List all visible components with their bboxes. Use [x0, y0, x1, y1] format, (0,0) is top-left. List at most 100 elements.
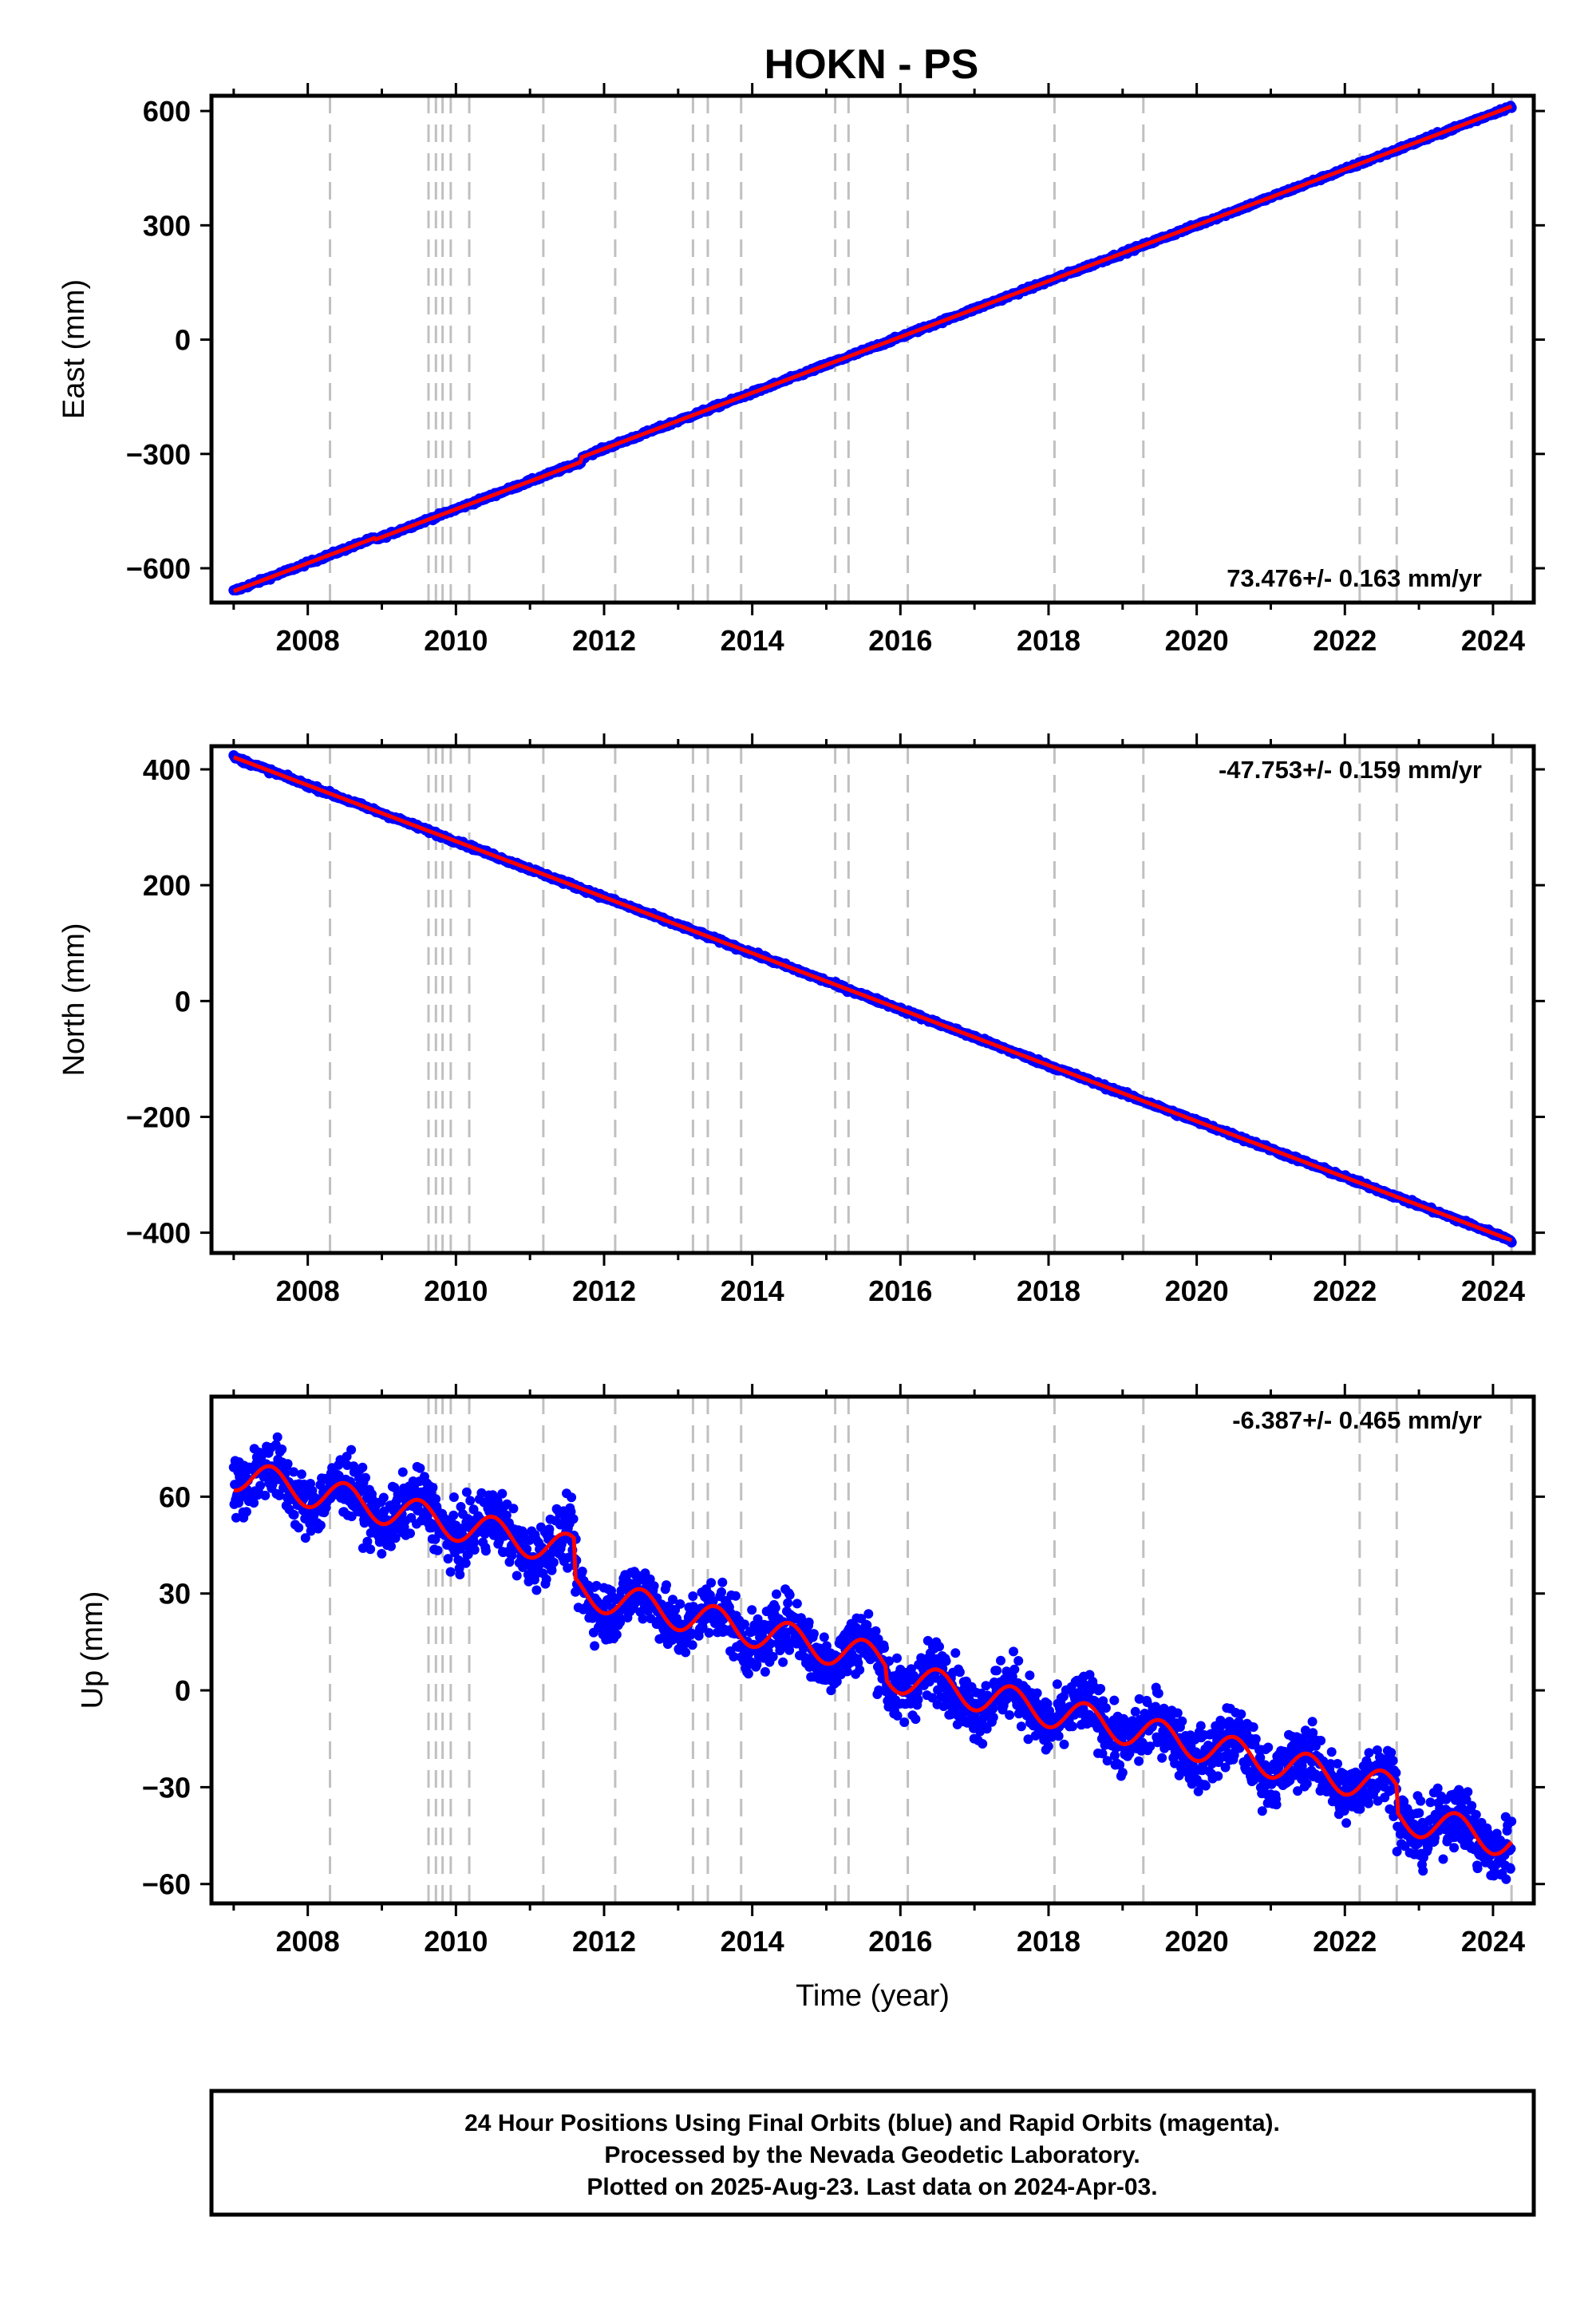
- data-point: [300, 1533, 310, 1543]
- data-point: [508, 1504, 519, 1514]
- velocity-label: -47.753+/- 0.159 mm/yr: [1219, 756, 1482, 784]
- data-point: [1109, 1695, 1120, 1705]
- data-point: [362, 1536, 373, 1547]
- data-point: [1100, 1703, 1111, 1713]
- data-point: [231, 1512, 241, 1523]
- data-point: [1213, 1771, 1223, 1781]
- x-tick-label: 2012: [572, 1275, 636, 1307]
- data-point: [1052, 1679, 1062, 1690]
- data-point: [1009, 1646, 1018, 1657]
- data-point: [1153, 1688, 1163, 1698]
- y-tick-label: −200: [126, 1101, 191, 1133]
- data-point: [249, 1498, 259, 1508]
- x-tick-label: 2022: [1313, 624, 1377, 657]
- data-point: [1195, 1721, 1206, 1731]
- data-point: [752, 1659, 762, 1670]
- data-point: [911, 1714, 921, 1725]
- x-tick-label: 2008: [276, 624, 340, 657]
- data-point: [778, 1657, 788, 1667]
- data-point: [772, 1589, 781, 1599]
- y-axis-label: North (mm): [57, 923, 91, 1076]
- data-point: [379, 1506, 389, 1516]
- data-point: [687, 1640, 697, 1650]
- data-point: [675, 1599, 685, 1609]
- y-tick-label: 400: [143, 753, 191, 786]
- data-point: [465, 1496, 476, 1506]
- data-point: [1009, 1664, 1020, 1674]
- x-tick-label: 2010: [424, 1275, 488, 1307]
- chart-title: HOKN - PS: [764, 41, 979, 88]
- data-point: [1157, 1753, 1167, 1763]
- fit-line: [232, 105, 1512, 594]
- data-point: [1200, 1780, 1211, 1791]
- data-point: [346, 1445, 357, 1455]
- data-point: [531, 1585, 542, 1595]
- data-point: [469, 1545, 480, 1555]
- data-point: [289, 1467, 298, 1477]
- data-point: [377, 1548, 387, 1559]
- x-tick-label: 2012: [572, 624, 636, 657]
- y-tick-label: 200: [143, 869, 191, 902]
- x-tick-label: 2020: [1165, 624, 1229, 657]
- data-point: [357, 1485, 366, 1496]
- data-point: [386, 1541, 396, 1551]
- data-point: [649, 1581, 659, 1591]
- data-point: [361, 1472, 370, 1483]
- data-point: [1134, 1756, 1144, 1766]
- data-point: [611, 1630, 622, 1640]
- data-point: [497, 1488, 508, 1499]
- data-point: [704, 1628, 714, 1638]
- data-point: [415, 1463, 425, 1473]
- data-point: [941, 1656, 951, 1666]
- x-tick-label: 2024: [1461, 624, 1525, 657]
- x-tick-label: 2018: [1017, 1275, 1080, 1307]
- data-point: [378, 1492, 389, 1503]
- data-point: [428, 1483, 438, 1492]
- data-point: [855, 1665, 865, 1675]
- data-point: [1025, 1670, 1035, 1681]
- data-point: [358, 1462, 368, 1472]
- data-point: [730, 1591, 741, 1601]
- data-point: [548, 1557, 559, 1567]
- x-tick-label: 2008: [276, 1275, 340, 1307]
- data-point: [1032, 1688, 1042, 1698]
- x-tick-label: 2010: [424, 624, 488, 657]
- data-point: [747, 1605, 757, 1615]
- data-point: [1096, 1684, 1106, 1694]
- data-point: [770, 1603, 780, 1613]
- data-point: [871, 1626, 881, 1636]
- data-point: [567, 1492, 577, 1503]
- data-point: [547, 1565, 557, 1575]
- data-point: [954, 1667, 965, 1678]
- data-point: [255, 1480, 266, 1491]
- data-point: [681, 1647, 691, 1658]
- data-point: [706, 1578, 717, 1588]
- data-point: [365, 1544, 376, 1555]
- y-tick-label: 0: [175, 324, 191, 357]
- data-point: [892, 1653, 902, 1663]
- data-point: [448, 1510, 459, 1520]
- data-point: [1005, 1710, 1015, 1720]
- data-point: [241, 1507, 251, 1517]
- data-point: [992, 1666, 1002, 1676]
- data-point: [544, 1524, 555, 1535]
- x-tick-label: 2020: [1165, 1275, 1229, 1307]
- data-point: [272, 1432, 282, 1442]
- data-point: [294, 1523, 304, 1533]
- data-point: [405, 1528, 415, 1539]
- y-tick-label: −600: [126, 552, 191, 585]
- data-point: [590, 1641, 600, 1651]
- data-point: [784, 1590, 795, 1600]
- data-point: [760, 1666, 770, 1677]
- data-point: [282, 1459, 293, 1469]
- data-point: [1013, 1656, 1024, 1666]
- data-point: [541, 1574, 551, 1584]
- x-tick-label: 2016: [868, 1275, 932, 1307]
- data-point: [1053, 1731, 1064, 1741]
- fit-line: [233, 755, 1512, 1243]
- y-tick-label: 600: [143, 95, 191, 128]
- data-point: [717, 1577, 728, 1587]
